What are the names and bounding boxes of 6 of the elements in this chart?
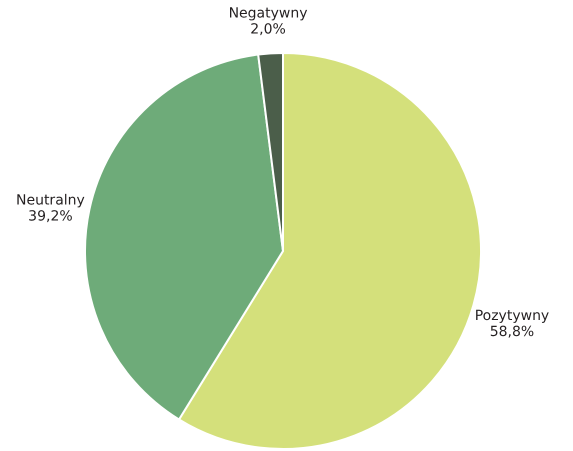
data-label: 58,8% bbox=[490, 324, 534, 340]
slice-label: Neutralny bbox=[16, 192, 85, 209]
slice-label: Pozytywny bbox=[474, 308, 550, 324]
data-label: 39,2% bbox=[28, 208, 73, 225]
data-label: 2,0% bbox=[250, 21, 286, 38]
slice-label: Negatywny bbox=[228, 5, 308, 22]
